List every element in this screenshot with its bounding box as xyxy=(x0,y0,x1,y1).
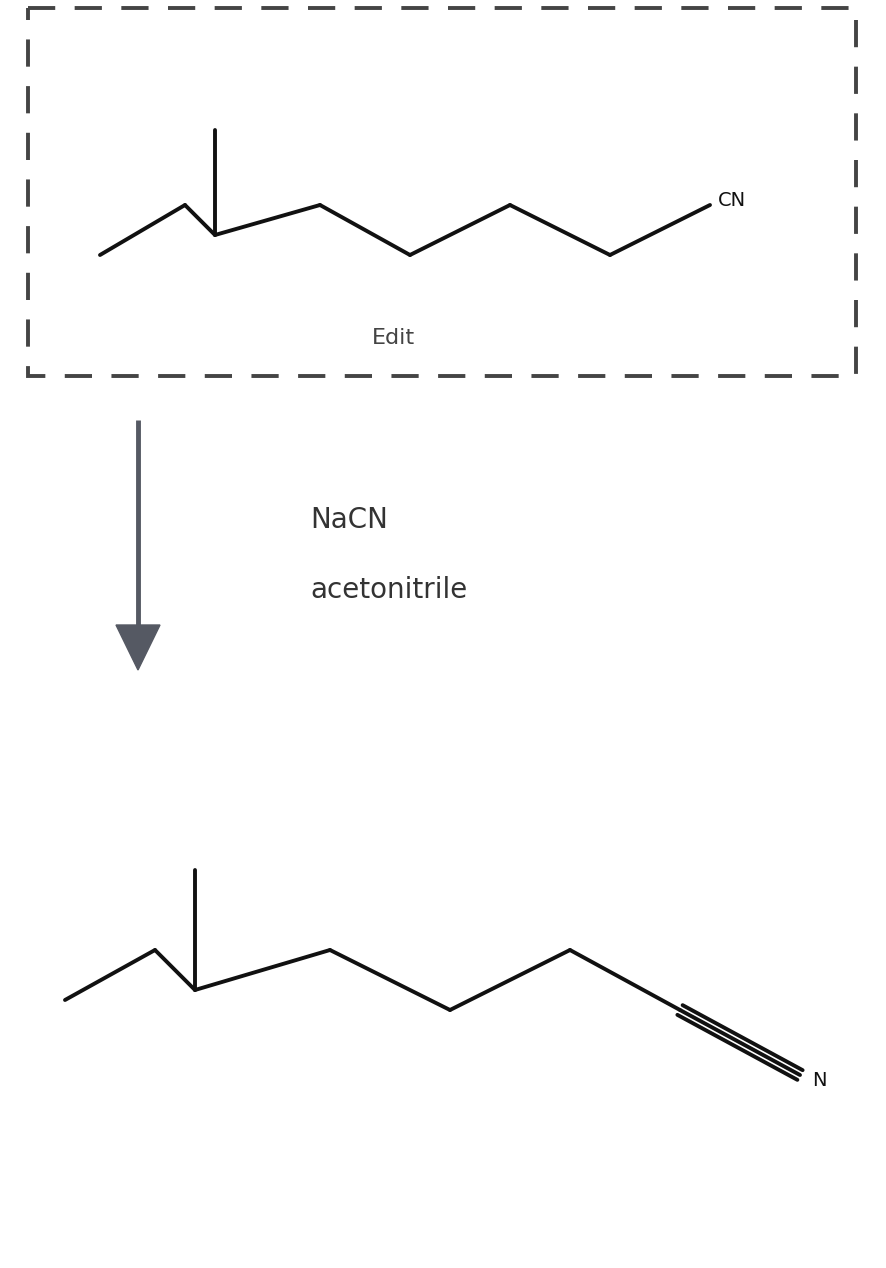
Bar xyxy=(28,8,856,377)
Text: Edit: Edit xyxy=(371,328,415,347)
Text: N: N xyxy=(812,1070,827,1089)
Text: NaCN: NaCN xyxy=(310,506,388,534)
Text: CN: CN xyxy=(718,190,746,209)
Polygon shape xyxy=(116,625,160,670)
Text: acetonitrile: acetonitrile xyxy=(310,576,467,604)
